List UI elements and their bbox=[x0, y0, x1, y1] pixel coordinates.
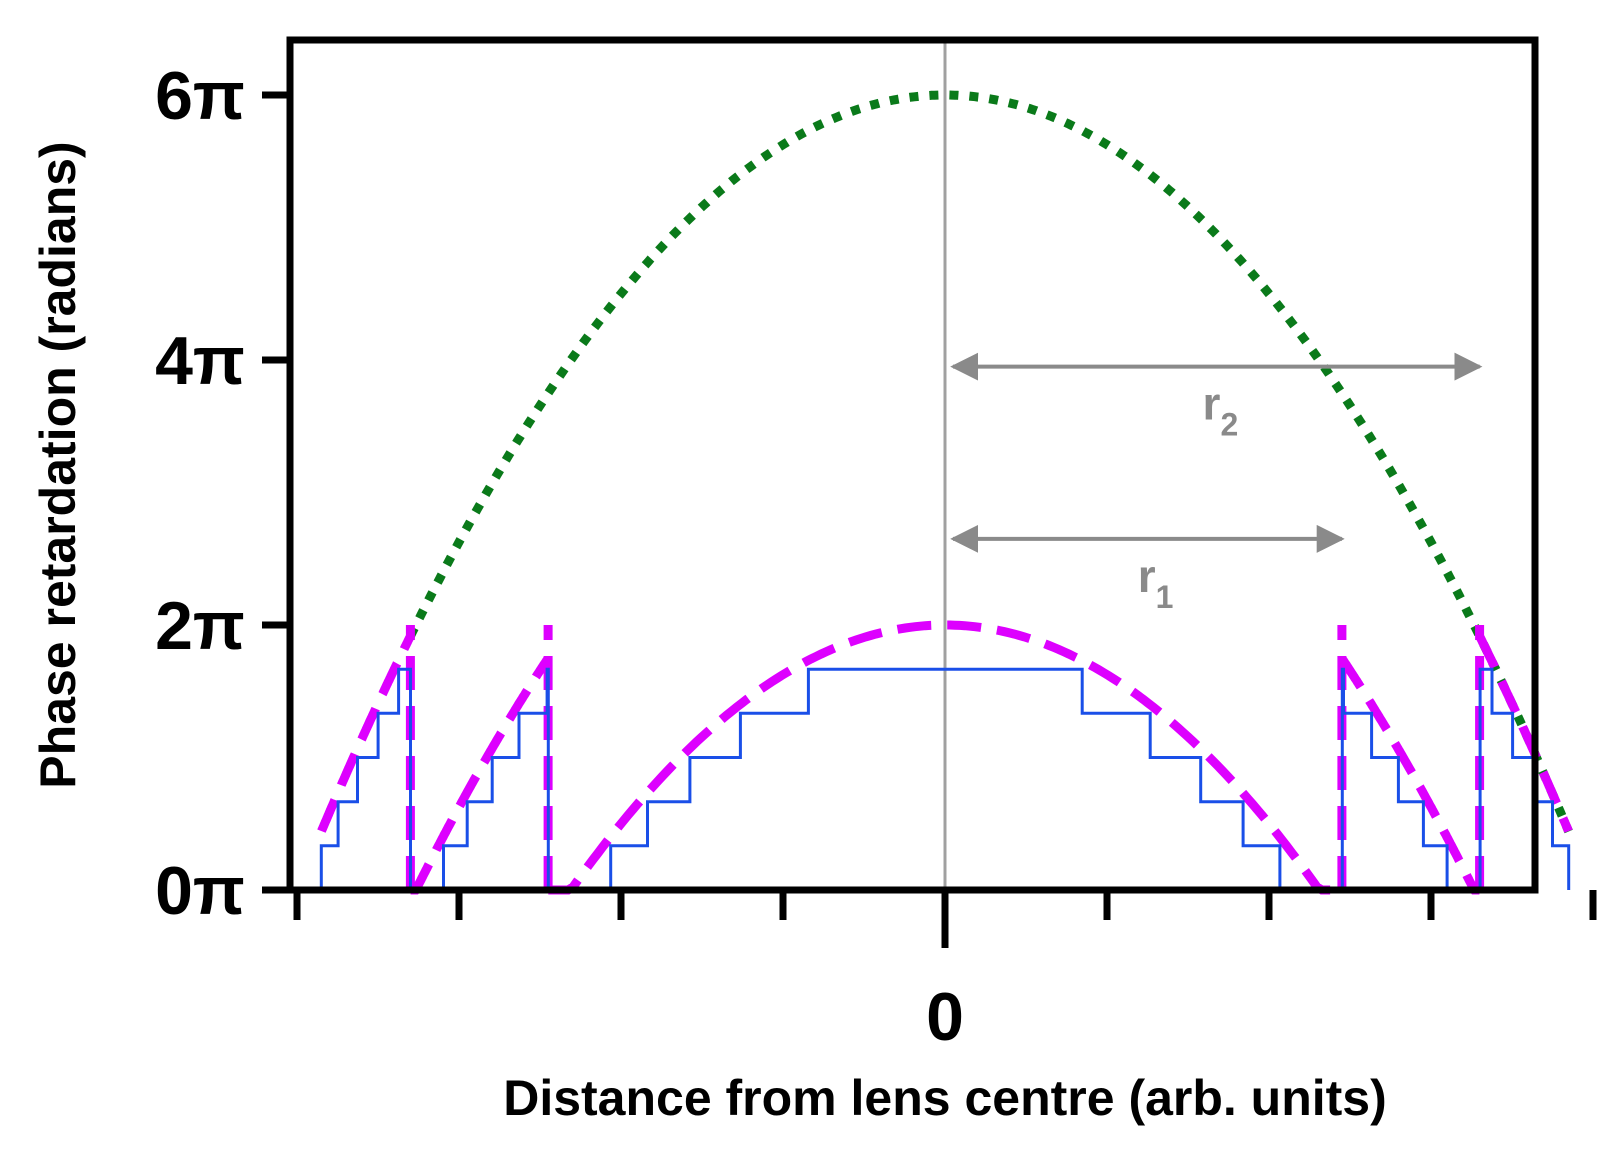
radius-label-subscript-0: 2 bbox=[1220, 407, 1238, 443]
plot-area bbox=[317, 40, 1573, 895]
y-tick-label-1: 2π bbox=[155, 588, 245, 664]
x-axis-label: Distance from lens centre (arb. units) bbox=[503, 1070, 1387, 1126]
radius-label-0: r2 bbox=[1203, 378, 1239, 443]
series-dotted-unwrapped bbox=[406, 90, 1573, 834]
radius-label-subscript-1: 1 bbox=[1156, 579, 1174, 615]
radius-label-1: r1 bbox=[1138, 550, 1174, 615]
y-tick-label-3: 6π bbox=[155, 58, 245, 134]
y-axis-label: Phase retardation (radians) bbox=[30, 141, 86, 788]
y-tick-label-0: 0π bbox=[155, 853, 245, 929]
x-tick-label-4: 0 bbox=[926, 979, 964, 1055]
series-quantized-steps bbox=[319, 667, 1571, 892]
y-tick-label-2: 4π bbox=[155, 323, 245, 399]
axis-ticks: 0 0π 2π 4π 6π bbox=[155, 58, 1597, 1055]
plot-frame bbox=[286, 36, 1539, 894]
